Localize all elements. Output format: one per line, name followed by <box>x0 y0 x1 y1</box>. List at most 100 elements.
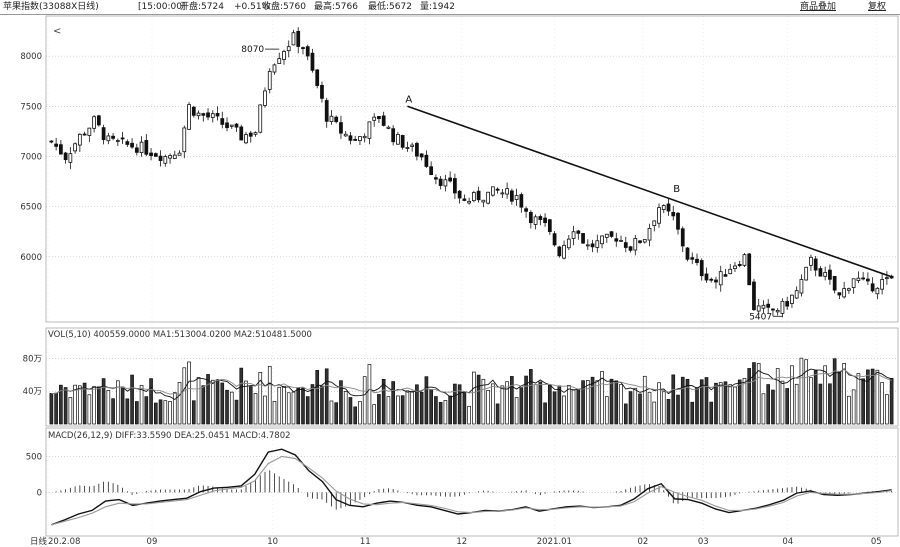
candle-body <box>191 106 196 116</box>
candle-body <box>163 156 168 164</box>
candle-body <box>585 244 590 247</box>
candle-body <box>353 138 358 141</box>
volume-bar <box>353 406 358 425</box>
volume-bar <box>286 392 291 425</box>
candle-body <box>391 128 396 143</box>
candle-body <box>628 246 633 251</box>
candle-body <box>396 134 400 145</box>
volume-bar <box>666 399 671 425</box>
volume-ma1-line <box>51 368 892 401</box>
low-price-annotation: 5407 <box>749 312 772 322</box>
candle-body <box>790 294 794 304</box>
candle-body <box>73 143 77 152</box>
candle-body <box>794 290 799 299</box>
close-price: 收盘:5760 <box>262 2 306 12</box>
volume-bar <box>685 378 690 425</box>
volume-bar <box>400 395 405 425</box>
candle-body <box>813 258 818 271</box>
volume-bar <box>225 389 229 425</box>
candle-body <box>666 203 671 212</box>
price-tick-label: 8000 <box>20 52 42 62</box>
volume-bar <box>415 384 419 425</box>
volume-value: 量:1942 <box>420 2 455 12</box>
candle-body <box>866 278 870 282</box>
candle-body <box>756 305 761 312</box>
volume-bar <box>785 388 790 425</box>
candle-body <box>286 46 291 52</box>
volume-bar <box>172 392 177 425</box>
volume-bar <box>191 400 196 425</box>
volume-bar <box>101 378 106 425</box>
volume-bar <box>519 387 524 425</box>
candle-body <box>490 186 495 196</box>
candle-body <box>134 147 139 153</box>
candle-body <box>699 260 704 277</box>
volume-bar <box>780 380 785 425</box>
candle-body <box>405 147 410 149</box>
volume-bar <box>163 400 168 425</box>
volume-ma2-line <box>51 368 892 395</box>
volume-bar <box>823 365 827 425</box>
candle-body <box>334 116 339 123</box>
volume-bar <box>381 379 386 425</box>
quote-time: [15:00:00] <box>138 2 186 12</box>
price-tick-label: 7500 <box>20 102 42 112</box>
volume-bar <box>828 383 832 425</box>
candle-body <box>429 166 434 176</box>
candle-body <box>737 263 742 266</box>
volume-bar <box>861 378 865 425</box>
candle-body <box>723 274 728 277</box>
volume-bar <box>210 379 215 425</box>
candle-body <box>870 283 875 292</box>
candle-body <box>500 192 505 195</box>
candle-body <box>443 179 448 187</box>
volume-bar <box>552 391 557 425</box>
candle-body <box>647 228 652 241</box>
volume-bar <box>538 381 543 425</box>
volume-bar <box>248 386 253 425</box>
volume-bar <box>215 379 220 425</box>
volume-bar <box>533 384 538 425</box>
volume-bar <box>111 398 115 425</box>
candle-body <box>253 132 258 135</box>
candle-body <box>130 142 134 148</box>
overlay-commodity-button[interactable]: 商品叠加 <box>800 2 837 12</box>
volume-bar <box>467 405 471 425</box>
volume-bar <box>429 389 433 425</box>
candle-body <box>851 278 856 288</box>
volume-panel-label: VOL(5,10) 400559.0000 MA1:513004.0200 MA… <box>48 330 312 340</box>
volume-tick-label: 80万 <box>23 354 42 364</box>
candle-body <box>709 278 714 281</box>
volume-bar <box>851 389 856 425</box>
adjust-rights-button[interactable]: 复权 <box>868 2 887 12</box>
candle-body <box>424 154 429 167</box>
candle-body <box>182 127 187 153</box>
volume-bar <box>628 391 633 425</box>
candle-body <box>766 303 771 308</box>
volume-bar <box>699 379 704 425</box>
candle-body <box>809 256 813 266</box>
volume-bar <box>766 384 771 425</box>
volume-bar <box>500 385 505 425</box>
candle-body <box>296 30 301 47</box>
time-tick-label: 20.2.08 <box>48 537 80 547</box>
back-arrow-icon[interactable]: < <box>53 26 61 37</box>
volume-bar <box>614 380 619 425</box>
volume-bar <box>671 374 676 425</box>
candle-body <box>320 84 324 99</box>
candle-body <box>377 116 381 120</box>
candle-body <box>149 152 153 157</box>
price-tick-label: 6500 <box>20 203 42 213</box>
volume-bar <box>135 401 139 425</box>
macd-tick-label: 500 <box>26 452 42 462</box>
volume-bar <box>187 361 191 425</box>
candle-body <box>234 123 239 128</box>
candle-body <box>714 279 718 283</box>
volume-bar <box>153 402 158 425</box>
volume-bar <box>709 401 714 425</box>
volume-bar <box>396 395 400 425</box>
candle-body <box>818 268 823 277</box>
candle-body <box>367 121 372 139</box>
volume-bar <box>652 401 657 425</box>
